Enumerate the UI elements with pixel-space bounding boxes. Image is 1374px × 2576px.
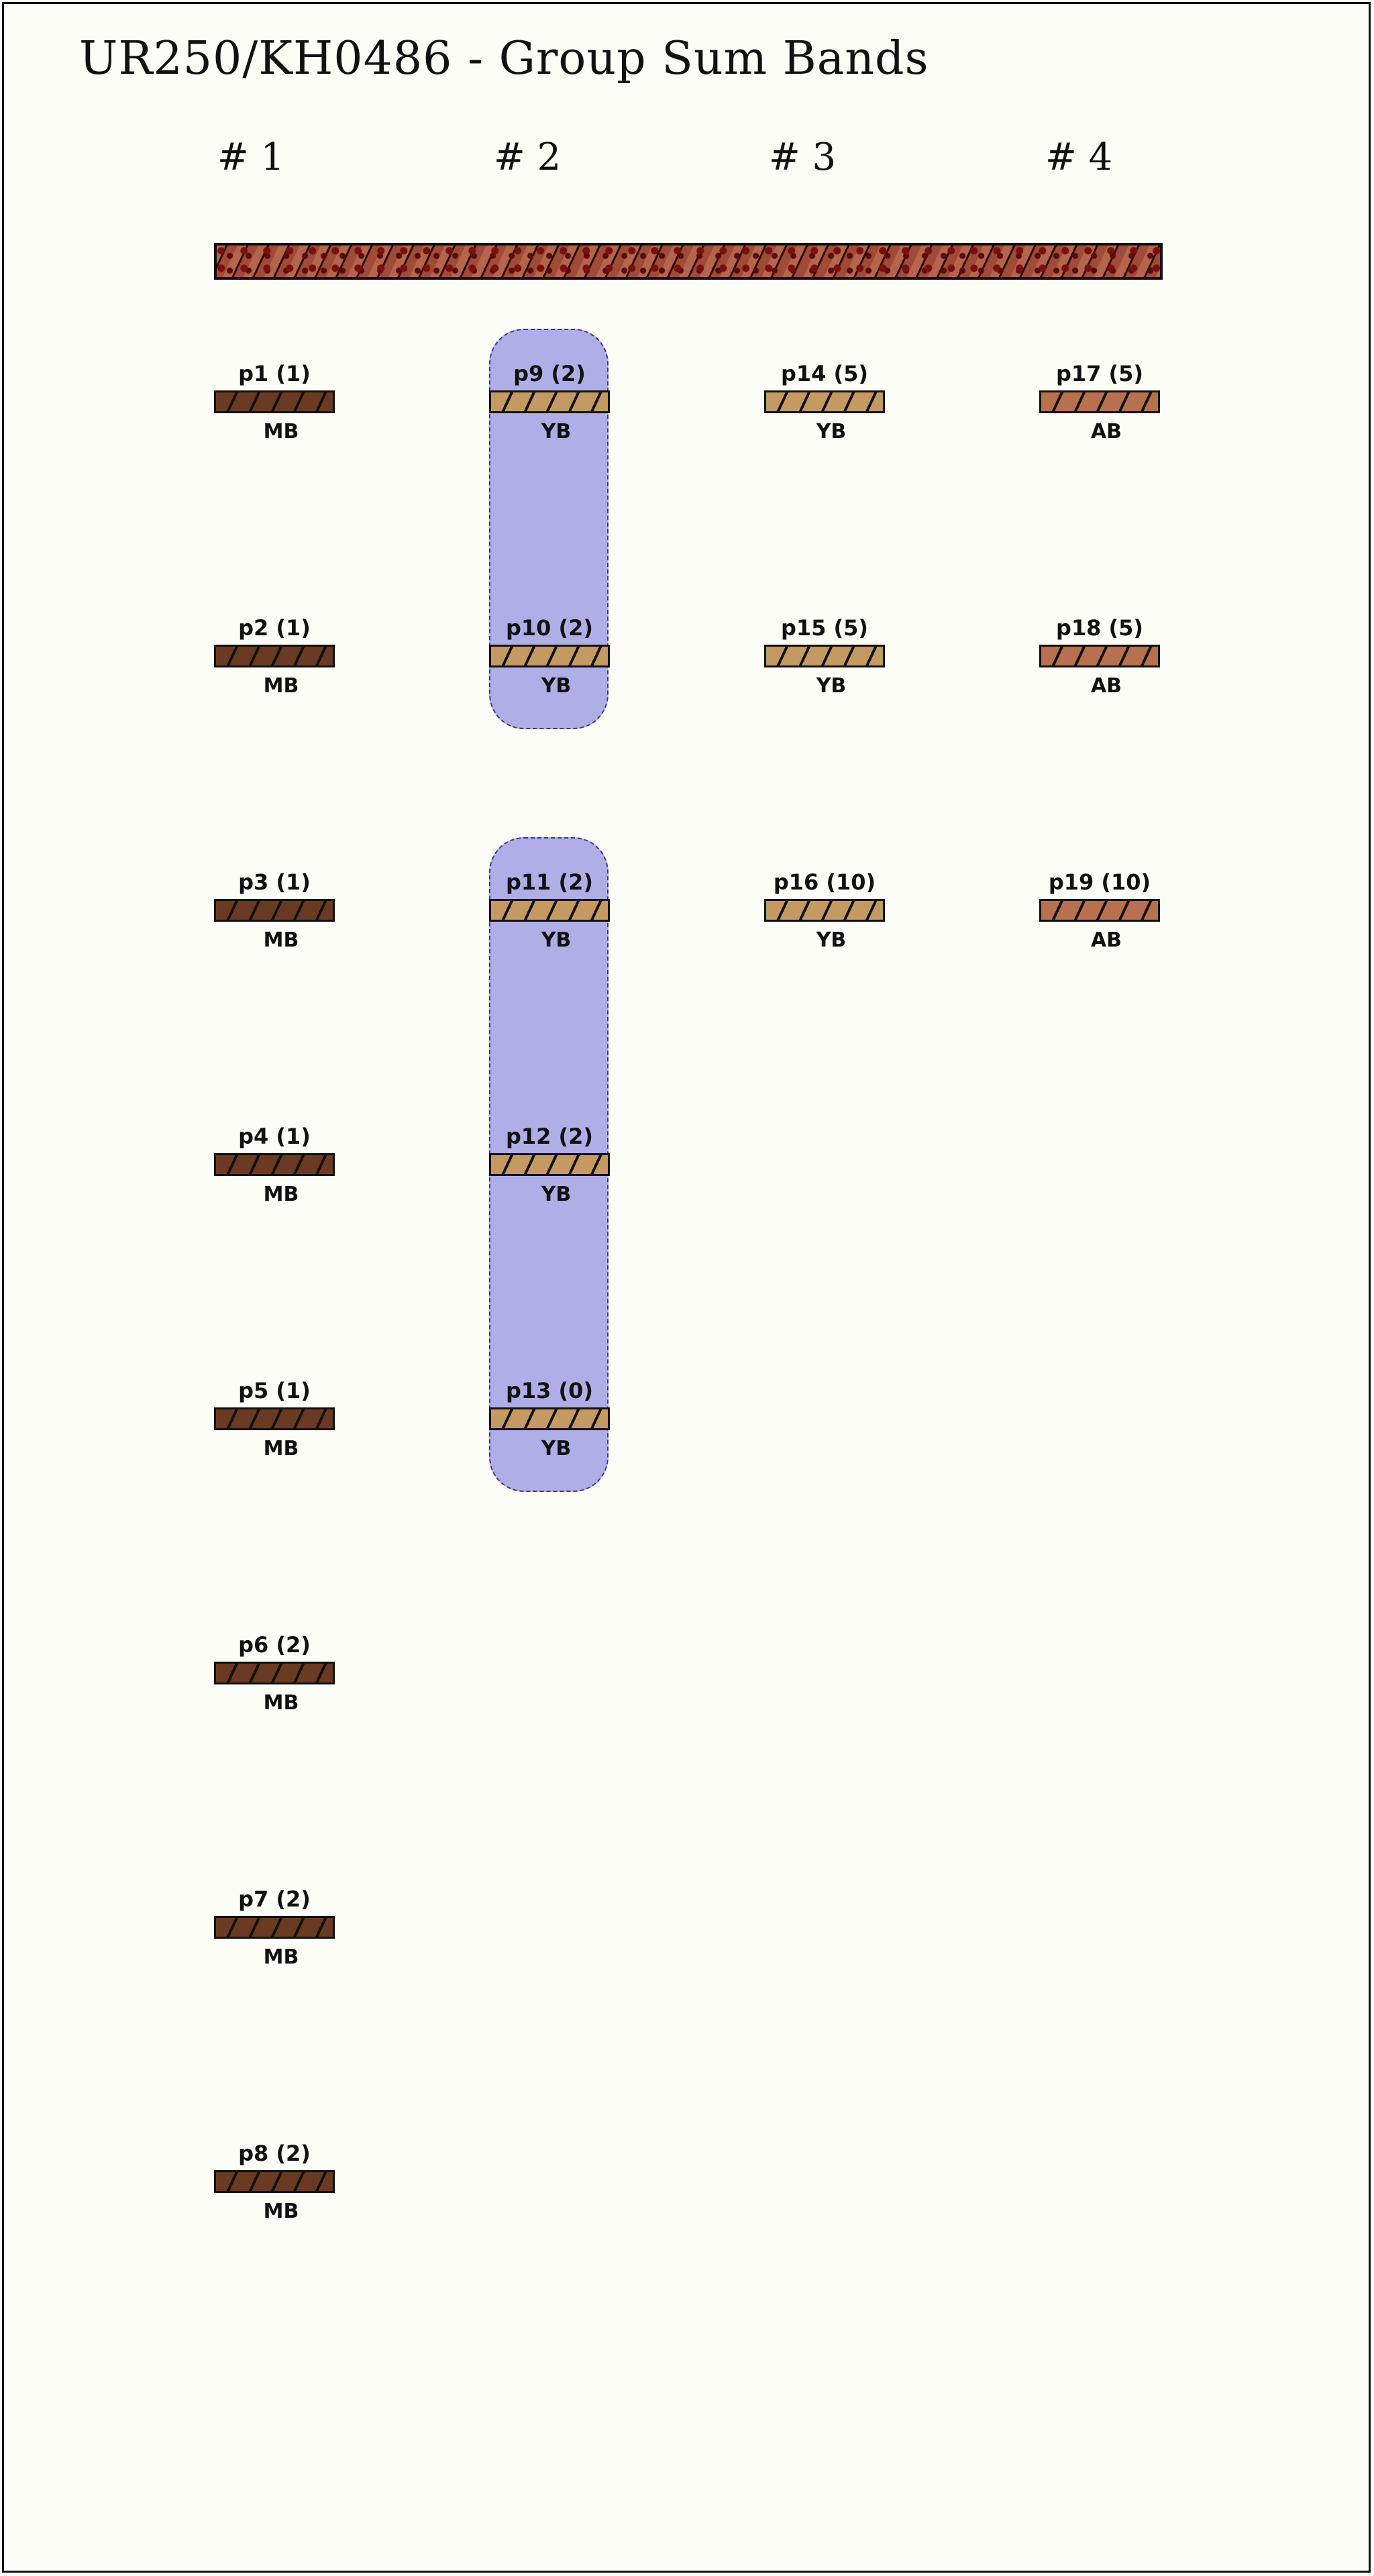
band-bar — [214, 899, 335, 922]
band-bar — [489, 1407, 610, 1430]
band-label: p1 (1) — [238, 361, 311, 386]
band-bar — [489, 390, 610, 413]
band-type: AB — [1090, 928, 1122, 952]
column-header-4: # 4 — [1045, 136, 1113, 179]
band-label: p15 (5) — [780, 615, 869, 641]
band-bar — [214, 645, 335, 667]
band-type: AB — [1090, 420, 1122, 443]
band-type: MB — [263, 1437, 299, 1460]
band-label: p14 (5) — [780, 361, 869, 386]
band-bar — [489, 899, 610, 922]
column-header-1: # 1 — [217, 136, 285, 179]
band-type: MB — [263, 420, 299, 443]
band-label: p11 (2) — [505, 869, 594, 895]
band-type: MB — [263, 1691, 299, 1715]
band-bar — [1039, 645, 1160, 667]
band-bar — [1039, 390, 1160, 413]
column-header-3: # 3 — [768, 136, 837, 179]
band-label: p13 (0) — [505, 1378, 594, 1403]
band-label: p17 (5) — [1055, 361, 1144, 386]
band-type: YB — [541, 928, 572, 952]
band-bar — [214, 2170, 335, 2193]
band-type: MB — [263, 2200, 299, 2223]
band-type: MB — [263, 928, 299, 952]
band-type: MB — [263, 674, 299, 698]
band-type: YB — [816, 928, 847, 952]
band-bar — [489, 645, 610, 667]
band-type: MB — [263, 1945, 299, 1969]
band-bar — [764, 899, 885, 922]
band-type: AB — [1090, 674, 1122, 698]
band-type: YB — [541, 1183, 572, 1206]
band-type: MB — [263, 1183, 299, 1206]
band-bar — [764, 390, 885, 413]
band-bar — [214, 1662, 335, 1684]
band-bar — [489, 1153, 610, 1176]
band-bar — [214, 1407, 335, 1430]
band-bar — [214, 1153, 335, 1176]
band-label: p4 (1) — [238, 1124, 311, 1149]
band-label: p12 (2) — [505, 1124, 594, 1149]
band-bar — [764, 645, 885, 667]
band-label: p7 (2) — [238, 1886, 311, 1912]
column-header-2: # 2 — [493, 136, 562, 179]
band-bar — [214, 390, 335, 413]
total-sum-bar — [214, 243, 1163, 280]
band-label: p19 (10) — [1048, 869, 1151, 895]
band-label: p18 (5) — [1055, 615, 1144, 641]
band-label: p9 (2) — [513, 361, 586, 386]
band-label: p16 (10) — [773, 869, 876, 895]
band-group-1 — [489, 329, 609, 729]
band-label: p3 (1) — [238, 869, 311, 895]
band-type: YB — [541, 674, 572, 698]
diagram-title: UR250/KH0486 - Group Sum Bands — [79, 32, 929, 85]
band-label: p5 (1) — [238, 1378, 311, 1403]
band-type: YB — [816, 674, 847, 698]
band-label: p8 (2) — [238, 2141, 311, 2166]
band-bar — [1039, 899, 1160, 922]
band-label: p2 (1) — [238, 615, 311, 641]
band-type: YB — [816, 420, 847, 443]
band-type: YB — [541, 1437, 572, 1460]
band-bar — [214, 1916, 335, 1939]
band-type: YB — [541, 420, 572, 443]
band-label: p6 (2) — [238, 1632, 311, 1658]
band-label: p10 (2) — [505, 615, 594, 641]
